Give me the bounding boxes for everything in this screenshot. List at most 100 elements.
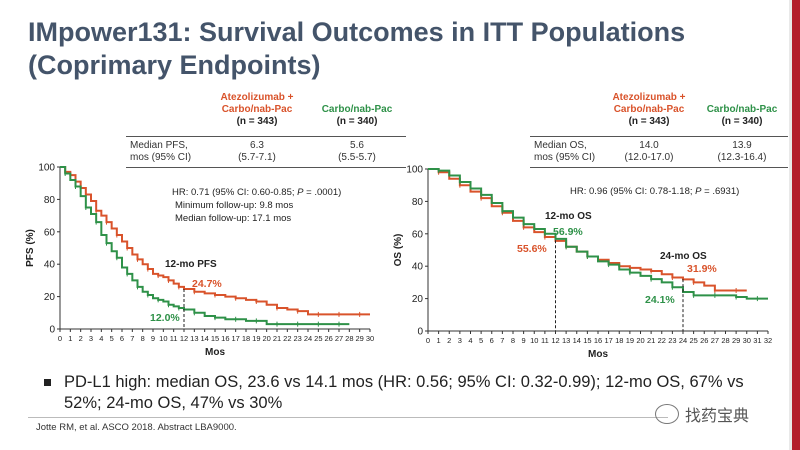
sidebar-accent-gray — [789, 0, 792, 450]
os-table-rule-top — [530, 136, 788, 137]
x-tick-label: 15 — [211, 334, 219, 343]
os-col2-name: Carbo/nab-Pac — [706, 104, 778, 115]
os-col1-header: Atezolizumab + Carbo/nab-Pac (n = 343) — [604, 92, 694, 128]
os-col1-name-line1: Atezolizumab + — [612, 92, 686, 103]
y-tick-label: 20 — [412, 294, 424, 305]
x-tick-label: 17 — [231, 334, 239, 343]
pfs-col2-n: (n = 340) — [336, 116, 378, 127]
x-tick-label: 16 — [594, 336, 602, 345]
landmark-value-chemo: 56.9% — [553, 226, 583, 238]
os-col1-cell: 14.0 (12.0-17.0) — [604, 140, 694, 164]
x-tick-label: 3 — [458, 336, 462, 345]
os-table-rule-bottom — [530, 167, 788, 168]
x-tick-label: 11 — [170, 334, 178, 343]
landmark-label: 12-mo PFS — [165, 259, 217, 270]
x-tick-label: 18 — [615, 336, 623, 345]
pfs-col1-ci: (5.7-7.1) — [238, 152, 276, 163]
x-tick-label: 20 — [262, 334, 270, 343]
pfs-table-rule-bottom — [126, 167, 406, 168]
pfs-col1-n: (n = 343) — [236, 116, 278, 127]
x-tick-label: 2 — [79, 334, 83, 343]
pfs-col2-cell: 5.6 (5.5-5.7) — [312, 140, 402, 164]
x-tick-label: 12 — [180, 334, 188, 343]
y-tick-label: 0 — [417, 327, 423, 338]
x-tick-label: 18 — [242, 334, 250, 343]
x-tick-label: 2 — [447, 336, 451, 345]
watermark: 找药宝典 — [655, 402, 749, 426]
x-tick-label: 30 — [743, 336, 751, 345]
x-tick-label: 11 — [541, 336, 549, 345]
x-axis-title: Mos — [205, 347, 225, 358]
os-col2-cell: 13.9 (12.3-16.4) — [698, 140, 786, 164]
pfs-col1-name-line2: Carbo/nab-Pac — [221, 104, 293, 115]
y-axis-title: PFS (%) — [25, 229, 36, 267]
pfs-col2-value: 5.6 — [350, 140, 364, 151]
landmark-value-chemo: 12.0% — [150, 312, 180, 324]
x-tick-label: 22 — [283, 334, 291, 343]
x-tick-label: 1 — [68, 334, 72, 343]
x-tick-label: 20 — [636, 336, 644, 345]
pfs-col1-header: Atezolizumab + Carbo/nab-Pac (n = 343) — [212, 92, 302, 128]
sidebar-accent-red — [792, 0, 800, 450]
y-tick-label: 60 — [412, 229, 424, 240]
landmark-label: 12-mo OS — [545, 211, 592, 222]
x-axis-title: Mos — [588, 349, 608, 360]
x-tick-label: 6 — [490, 336, 494, 345]
x-tick-label: 13 — [190, 334, 198, 343]
x-tick-label: 13 — [562, 336, 570, 345]
y-tick-label: 40 — [44, 260, 56, 271]
x-tick-label: 0 — [58, 334, 62, 343]
os-row-label-line1: Median OS, — [534, 140, 587, 151]
pfs-col1-cell: 6.3 (5.7-7.1) — [212, 140, 302, 164]
bullet-text: PD-L1 high: median OS, 23.6 vs 14.1 mos … — [64, 373, 744, 412]
x-tick-label: 19 — [252, 334, 260, 343]
pfs-row-label: Median PFS, mos (95% CI) — [130, 140, 191, 164]
x-tick-label: 10 — [159, 334, 167, 343]
x-tick-label: 4 — [468, 336, 472, 345]
x-tick-label: 0 — [426, 336, 430, 345]
x-tick-label: 7 — [130, 334, 134, 343]
x-tick-label: 19 — [626, 336, 634, 345]
citation: Jotte RM, et al. ASCO 2018. Abstract LBA… — [36, 422, 237, 433]
pfs-table-rule-top — [126, 136, 406, 137]
x-tick-label: 6 — [120, 334, 124, 343]
x-tick-label: 4 — [99, 334, 103, 343]
x-tick-label: 29 — [732, 336, 740, 345]
x-tick-label: 1 — [437, 336, 441, 345]
x-tick-label: 28 — [721, 336, 729, 345]
x-tick-label: 27 — [711, 336, 719, 345]
x-tick-label: 29 — [355, 334, 363, 343]
followup-note: Median follow-up: 17.1 mos — [175, 213, 291, 224]
os-row-label: Median OS, mos (95% CI) — [534, 140, 595, 164]
landmark-value-atezo: 24.7% — [192, 278, 222, 290]
os-col1-name-line2: Carbo/nab-Pac — [613, 104, 685, 115]
x-tick-label: 9 — [151, 334, 155, 343]
x-tick-label: 21 — [647, 336, 655, 345]
x-tick-label: 31 — [753, 336, 761, 345]
x-tick-label: 24 — [679, 336, 687, 345]
km-curve-1 — [60, 166, 350, 326]
y-tick-label: 80 — [44, 195, 56, 206]
x-tick-label: 23 — [293, 334, 301, 343]
y-tick-label: 100 — [38, 163, 55, 174]
followup-note: Minimum follow-up: 9.8 mos — [175, 200, 294, 211]
pfs-row-label-line2: mos (95% CI) — [130, 152, 192, 163]
x-tick-label: 9 — [522, 336, 526, 345]
x-tick-label: 26 — [324, 334, 332, 343]
x-tick-label: 5 — [479, 336, 483, 345]
y-tick-label: 40 — [412, 262, 424, 273]
pfs-col1-value: 6.3 — [250, 140, 264, 151]
x-tick-label: 27 — [335, 334, 343, 343]
wechat-icon — [655, 404, 679, 424]
landmark-value-chemo: 24.1% — [645, 294, 675, 306]
x-tick-label: 17 — [604, 336, 612, 345]
x-tick-label: 30 — [366, 334, 374, 343]
y-tick-label: 80 — [412, 197, 424, 208]
os-col2-ci: (12.3-16.4) — [717, 152, 767, 163]
x-tick-label: 7 — [500, 336, 504, 345]
os-col1-ci: (12.0-17.0) — [624, 152, 674, 163]
x-tick-label: 16 — [221, 334, 229, 343]
y-axis-title: OS (%) — [393, 234, 404, 267]
x-tick-label: 15 — [583, 336, 591, 345]
